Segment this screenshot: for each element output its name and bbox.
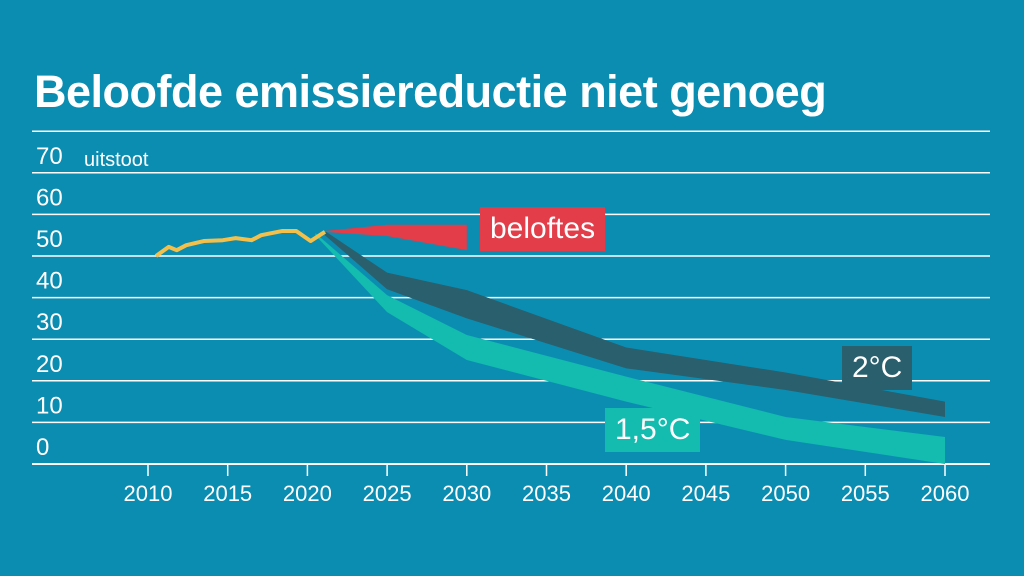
x-tick-label: 2010 — [124, 481, 173, 506]
historic-emissions-line — [154, 229, 327, 258]
y-tick-label: 70 — [36, 143, 63, 170]
x-tick-label: 2050 — [761, 481, 810, 506]
y-tick-label: 30 — [36, 309, 63, 336]
y-axis-label: uitstoot — [84, 149, 149, 171]
y-tick-label: 10 — [36, 392, 63, 419]
two-degree-band — [324, 231, 946, 417]
x-tick-label: 2035 — [522, 481, 571, 506]
x-tick-label: 2020 — [283, 481, 332, 506]
legend-label-2c: 2°C — [842, 346, 913, 390]
pledges-band — [324, 224, 467, 251]
x-tick-label: 2025 — [363, 481, 412, 506]
x-tick-label: 2060 — [921, 481, 970, 506]
y-tick-label: 50 — [36, 226, 63, 253]
legend-label-beloftes: beloftes — [480, 207, 606, 251]
y-tick-label: 20 — [36, 351, 63, 378]
y-tick-label: 0 — [36, 434, 49, 461]
y-tick-label: 60 — [36, 184, 63, 211]
legend-label-1-5c: 1,5°C — [605, 408, 701, 452]
one-five-degree-band — [315, 233, 945, 464]
x-tick-label: 2040 — [602, 481, 651, 506]
x-tick-label: 2055 — [841, 481, 890, 506]
x-tick-label: 2045 — [681, 481, 730, 506]
x-tick-label: 2030 — [442, 481, 491, 506]
y-tick-label: 40 — [36, 268, 63, 295]
chart-title: Beloofde emissiereductie niet genoeg — [34, 66, 827, 117]
x-tick-label: 2015 — [203, 481, 252, 506]
